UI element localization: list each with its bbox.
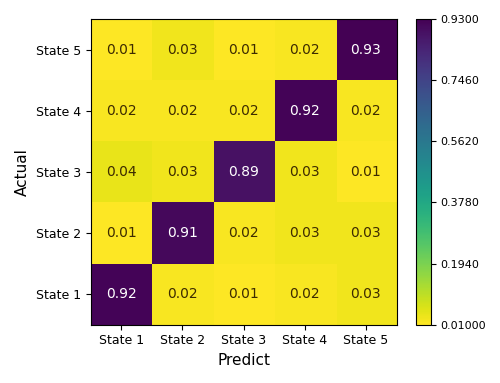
Text: 0.03: 0.03 (350, 226, 381, 240)
Text: 0.02: 0.02 (228, 226, 259, 240)
Text: 0.02: 0.02 (106, 104, 136, 118)
Text: 0.02: 0.02 (228, 104, 259, 118)
Text: 0.03: 0.03 (290, 165, 320, 179)
Text: 0.92: 0.92 (290, 104, 320, 118)
Text: 0.91: 0.91 (167, 226, 198, 240)
Text: 0.02: 0.02 (290, 287, 320, 301)
Text: 0.01: 0.01 (350, 165, 382, 179)
Text: 0.02: 0.02 (167, 287, 198, 301)
Y-axis label: Actual: Actual (15, 148, 30, 196)
Text: 0.92: 0.92 (106, 287, 136, 301)
Text: 0.01: 0.01 (228, 43, 259, 57)
Text: 0.01: 0.01 (228, 287, 259, 301)
Text: 0.02: 0.02 (167, 104, 198, 118)
Text: 0.02: 0.02 (350, 104, 381, 118)
Text: 0.03: 0.03 (167, 165, 198, 179)
Text: 0.01: 0.01 (106, 226, 136, 240)
X-axis label: Predict: Predict (217, 353, 270, 368)
Text: 0.89: 0.89 (228, 165, 259, 179)
Text: 0.03: 0.03 (167, 43, 198, 57)
Text: 0.93: 0.93 (350, 43, 382, 57)
Text: 0.04: 0.04 (106, 165, 136, 179)
Text: 0.03: 0.03 (350, 287, 381, 301)
Text: 0.02: 0.02 (290, 43, 320, 57)
Text: 0.01: 0.01 (106, 43, 136, 57)
Text: 0.03: 0.03 (290, 226, 320, 240)
